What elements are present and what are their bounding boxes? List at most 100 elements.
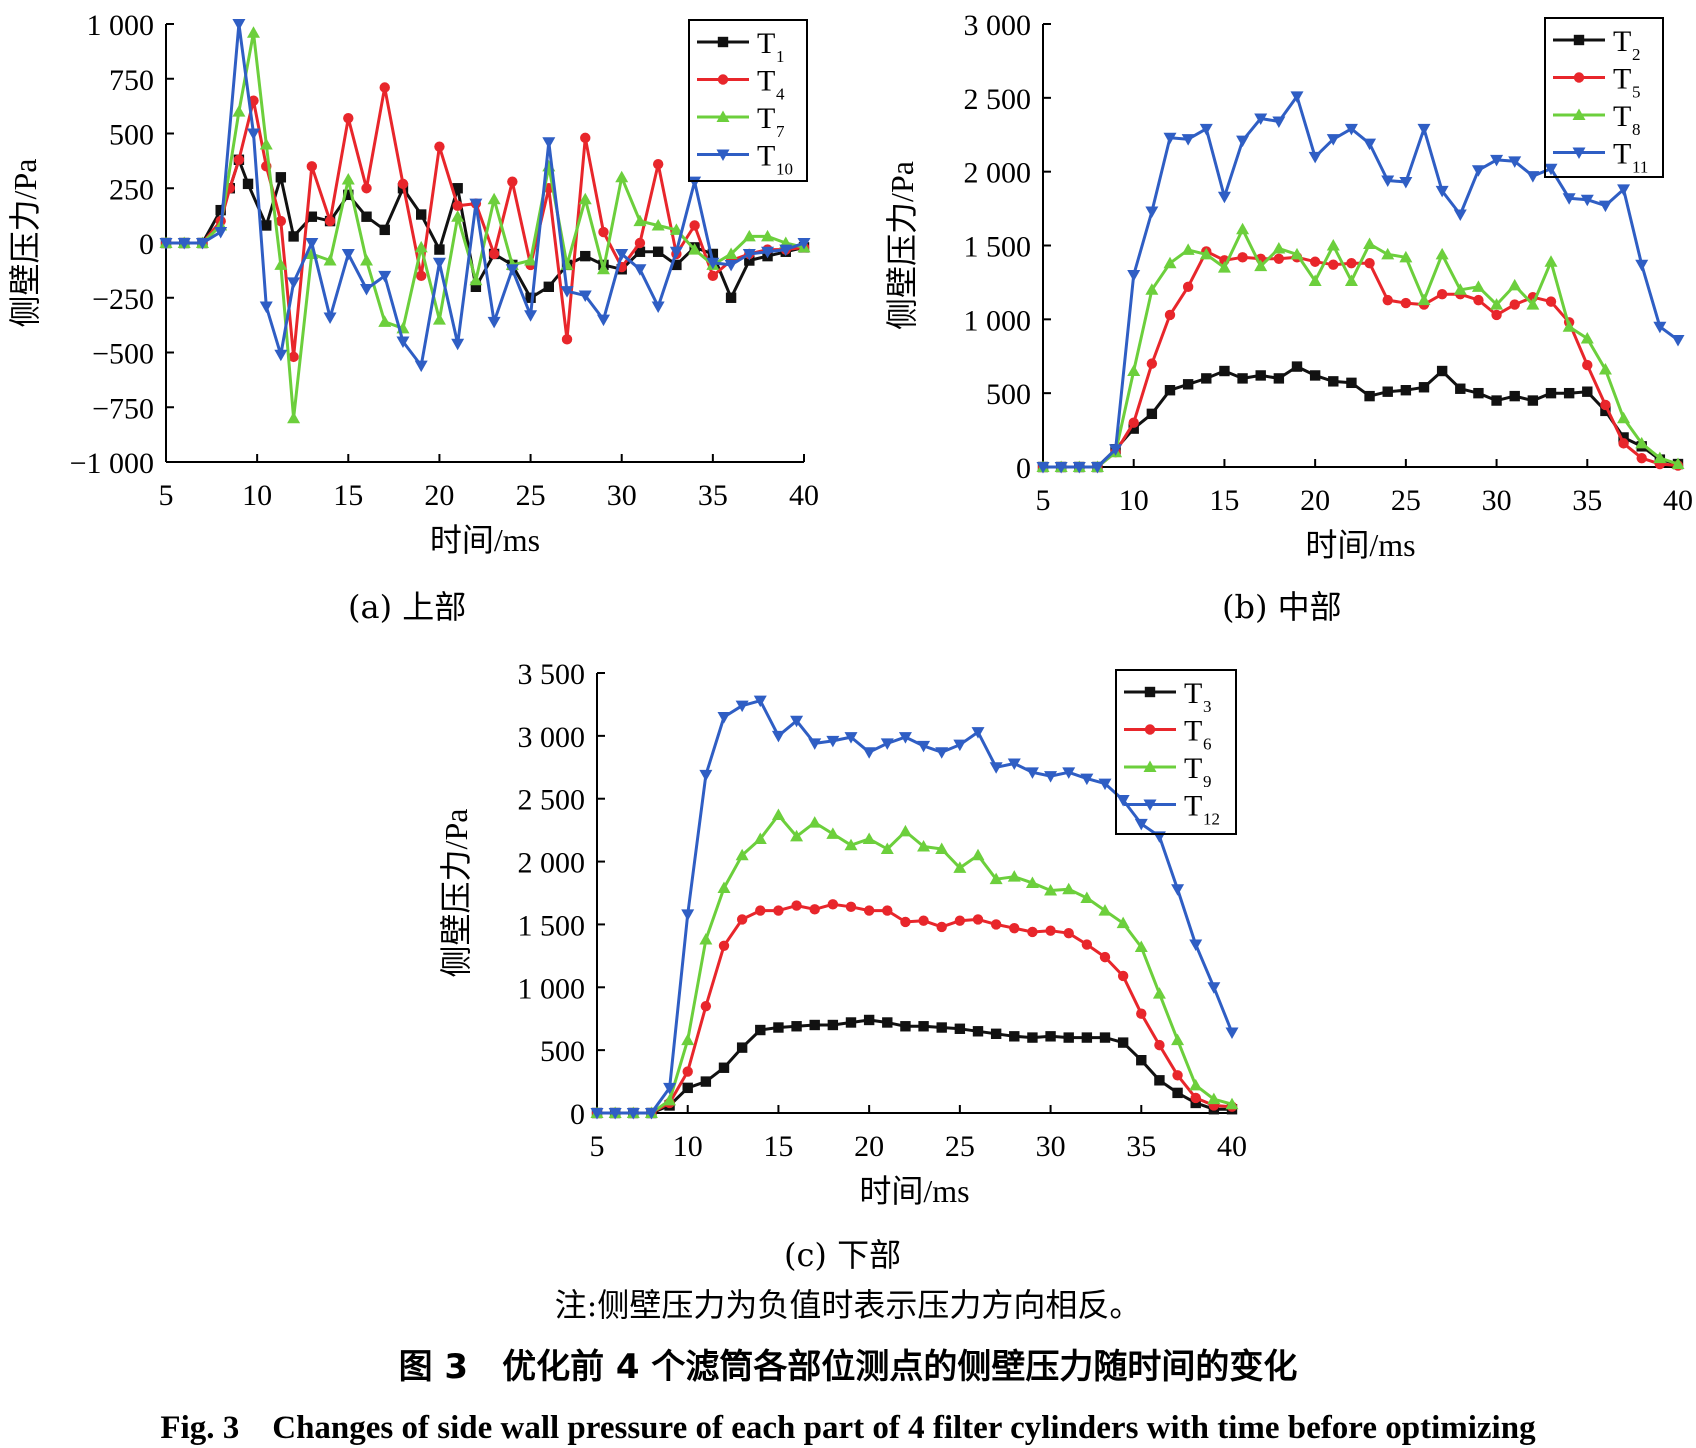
data-point	[753, 832, 767, 844]
data-point	[1044, 771, 1058, 783]
data-point	[542, 137, 556, 149]
legend-label-subscript: 2	[1632, 45, 1641, 64]
data-point	[1308, 274, 1322, 286]
data-point	[1117, 970, 1129, 982]
data-point	[1009, 1031, 1020, 1042]
series-line-T2	[1043, 365, 1679, 469]
data-point	[1544, 163, 1558, 176]
data-point	[1618, 432, 1629, 443]
x-tick-label: 35	[698, 479, 728, 512]
data-point	[954, 1023, 966, 1034]
data-point	[1127, 364, 1141, 377]
data-point	[1435, 185, 1449, 198]
data-point	[634, 237, 646, 249]
data-point	[707, 270, 719, 282]
data-point	[863, 905, 875, 916]
data-point	[1009, 923, 1020, 934]
data-point	[936, 1022, 947, 1033]
data-point	[1326, 134, 1340, 146]
data-point	[1328, 259, 1339, 270]
data-point	[159, 238, 173, 250]
data-point	[1171, 884, 1185, 896]
data-point	[771, 808, 785, 821]
data-point	[1598, 363, 1612, 375]
legend-label: T	[757, 102, 775, 135]
x-axis-label: 时间/ms	[1305, 527, 1415, 563]
data-point	[1417, 293, 1431, 306]
data-point	[1152, 987, 1166, 999]
data-point	[1164, 385, 1176, 396]
y-tick-label: 1 000	[87, 9, 155, 42]
legend-label: T	[1613, 138, 1631, 171]
y-tick-label: 2 500	[518, 784, 586, 817]
data-point	[1562, 320, 1576, 332]
data-point	[434, 244, 445, 255]
data-point	[808, 738, 822, 750]
data-point	[1273, 253, 1285, 264]
data-point	[288, 351, 299, 363]
data-point	[736, 914, 748, 925]
legend-label: T	[1184, 752, 1202, 785]
data-point	[1154, 1039, 1165, 1051]
data-point	[1527, 395, 1539, 406]
y-axis-label: 侧壁压力/Pa	[7, 159, 43, 328]
data-point	[1154, 1075, 1165, 1086]
data-point	[1436, 365, 1448, 377]
data-point	[1145, 283, 1159, 295]
data-point	[700, 1000, 712, 1012]
data-point	[1473, 294, 1484, 306]
data-point	[706, 257, 720, 270]
data-point	[242, 178, 254, 190]
data-point	[1364, 258, 1375, 269]
data-point	[826, 827, 840, 839]
data-point	[434, 141, 445, 152]
data-point	[1453, 283, 1467, 295]
y-tick-label: −1 000	[70, 447, 154, 480]
data-point	[633, 214, 647, 227]
data-point	[669, 223, 683, 235]
data-point	[1545, 387, 1557, 399]
data-point	[1128, 423, 1139, 434]
x-tick-label: 25	[945, 1130, 975, 1163]
data-point	[306, 211, 318, 222]
data-point	[1181, 243, 1195, 255]
data-point	[1636, 452, 1647, 464]
data-point	[753, 695, 767, 708]
y-axis-label: 侧壁压力/Pa	[884, 161, 920, 330]
y-tick-label: 2 000	[518, 847, 586, 880]
data-point	[700, 1076, 712, 1087]
x-tick-label: 30	[1482, 484, 1512, 517]
data-point	[771, 730, 785, 743]
data-point	[1598, 200, 1612, 213]
y-tick-label: 500	[986, 378, 1031, 411]
series-T4	[160, 82, 810, 363]
data-point	[844, 838, 858, 851]
data-point	[1526, 171, 1540, 183]
data-point	[953, 861, 967, 873]
data-point	[1081, 939, 1093, 950]
data-point	[1582, 386, 1593, 397]
data-point	[652, 158, 664, 170]
data-point	[681, 1033, 695, 1046]
legend-marker	[1144, 724, 1156, 735]
data-point	[379, 224, 390, 236]
data-point	[1326, 239, 1340, 251]
figure-note: 注:侧壁压力为负值时表示压力方向相反。	[554, 1286, 1142, 1324]
data-point	[215, 204, 226, 216]
data-point	[742, 229, 756, 242]
data-point	[1090, 462, 1104, 474]
legend-marker	[717, 36, 729, 48]
data-point	[634, 246, 646, 257]
data-point	[972, 914, 984, 925]
y-tick-label: 0	[1016, 452, 1031, 485]
x-tick-label: 25	[1391, 484, 1421, 517]
data-point	[682, 1066, 693, 1077]
series-line-T6	[597, 902, 1233, 1115]
x-tick-label: 5	[159, 479, 174, 512]
data-point	[195, 238, 209, 250]
data-point	[1163, 132, 1177, 145]
data-point	[275, 172, 287, 183]
subfigure-caption-a: (a) 上部	[348, 588, 467, 626]
data-point	[396, 336, 410, 349]
data-point	[1617, 184, 1631, 196]
